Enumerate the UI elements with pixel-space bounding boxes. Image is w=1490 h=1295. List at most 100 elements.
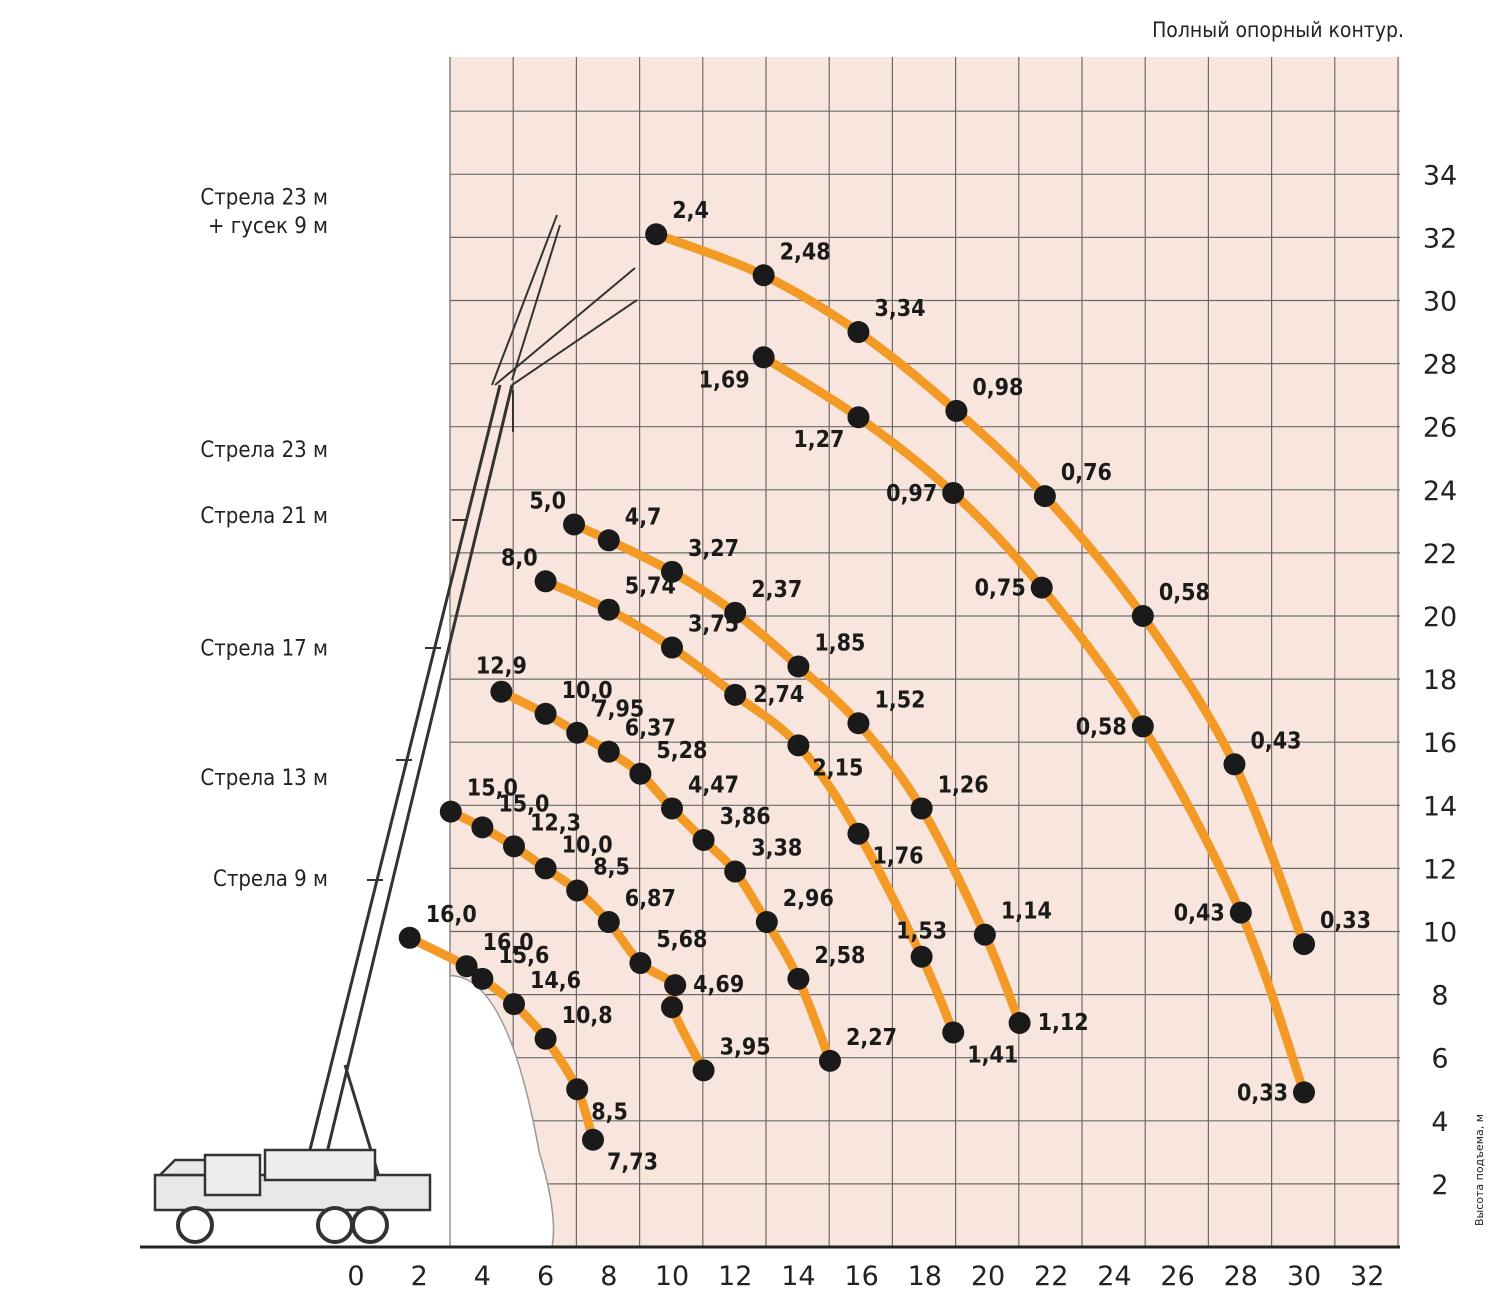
data-point bbox=[787, 967, 810, 990]
series-layer: 2,4 2,48 3,34 0,98 0,76 0,58 0,43 0,33 1,69 1,27 0… bbox=[398, 198, 1371, 1176]
data-label: 15,0 bbox=[467, 776, 518, 802]
truck-wheel bbox=[316, 1206, 354, 1244]
data-point bbox=[1229, 901, 1252, 924]
data-label: 14,6 bbox=[530, 968, 581, 994]
crane-illustration bbox=[153, 214, 638, 1244]
data-point bbox=[910, 797, 933, 820]
data-label: 3,27 bbox=[688, 536, 739, 562]
data-point bbox=[1293, 1081, 1315, 1104]
data-label: 0,43 bbox=[1250, 728, 1301, 754]
y-tick-label: 14 bbox=[1423, 791, 1457, 822]
x-tick-label: 8 bbox=[600, 1261, 617, 1292]
y-tick-label: 28 bbox=[1423, 350, 1457, 381]
data-label: 3,34 bbox=[874, 296, 925, 322]
data-point bbox=[661, 996, 683, 1019]
data-label: 0,33 bbox=[1320, 908, 1371, 934]
chart-note: Полный опорный контур. bbox=[1152, 18, 1404, 42]
data-label: 0,43 bbox=[1174, 901, 1225, 927]
data-point bbox=[1008, 1011, 1031, 1034]
data-point bbox=[534, 702, 557, 725]
x-tick-label: 32 bbox=[1350, 1261, 1384, 1292]
data-label: 5,68 bbox=[656, 927, 707, 953]
data-point bbox=[945, 399, 968, 422]
boom-name: Стрела 21 м bbox=[200, 504, 328, 529]
y-tick-label: 8 bbox=[1431, 981, 1448, 1012]
data-label: 6,37 bbox=[625, 716, 676, 742]
x-tick-label: 16 bbox=[844, 1261, 878, 1292]
data-point bbox=[942, 481, 965, 504]
boom-name: + гусек 9 м bbox=[208, 214, 328, 239]
x-tick-label: 10 bbox=[655, 1261, 689, 1292]
data-point bbox=[942, 1021, 965, 1044]
x-tick-label: 0 bbox=[347, 1261, 364, 1292]
data-label: 7,95 bbox=[593, 697, 644, 723]
data-point bbox=[490, 680, 513, 703]
data-point bbox=[566, 1078, 589, 1101]
data-point bbox=[439, 800, 462, 823]
data-label: 3,38 bbox=[751, 836, 802, 862]
data-label: 1,12 bbox=[1038, 1010, 1089, 1036]
data-point bbox=[661, 797, 683, 820]
data-label: 10,8 bbox=[562, 1003, 613, 1029]
data-label: 0,97 bbox=[886, 481, 937, 507]
data-point bbox=[787, 734, 810, 757]
x-tick-label: 12 bbox=[718, 1261, 752, 1292]
data-label: 0,58 bbox=[1159, 580, 1210, 606]
data-point bbox=[1030, 576, 1053, 599]
x-tick-label: 24 bbox=[1097, 1261, 1131, 1292]
data-point bbox=[455, 955, 478, 978]
x-tick-label: 14 bbox=[781, 1261, 815, 1292]
data-label: 16,0 bbox=[483, 930, 534, 956]
data-label: 7,73 bbox=[607, 1150, 658, 1176]
x-tick-label: 2 bbox=[411, 1261, 428, 1292]
data-label: 2,96 bbox=[783, 886, 834, 912]
data-label: 4,47 bbox=[688, 772, 739, 798]
jib-line bbox=[511, 224, 561, 381]
data-label: 1,53 bbox=[896, 919, 947, 945]
data-label: 1,69 bbox=[699, 367, 750, 393]
data-point bbox=[1223, 753, 1246, 776]
boom-name: Стрела 9 м bbox=[213, 867, 328, 892]
data-label: 4,69 bbox=[693, 972, 744, 998]
y-tick-label: 34 bbox=[1423, 160, 1457, 191]
y-tick-label: 4 bbox=[1431, 1107, 1448, 1138]
y-tick-label: 16 bbox=[1423, 728, 1457, 759]
series-line bbox=[569, 520, 1025, 1028]
data-label: 5,28 bbox=[656, 738, 707, 764]
jib-line bbox=[491, 214, 558, 386]
plot-area bbox=[450, 57, 1400, 1247]
boom-line bbox=[316, 384, 514, 1191]
data-point bbox=[398, 926, 421, 949]
data-point bbox=[1293, 933, 1315, 956]
y-axis-label: Высота подъема, м bbox=[1473, 1114, 1486, 1226]
data-label: 6,87 bbox=[625, 886, 676, 912]
data-label: 1,52 bbox=[874, 687, 925, 713]
boom-name: Стрела 23 м bbox=[200, 185, 328, 210]
data-point bbox=[661, 560, 683, 583]
y-tick-label: 24 bbox=[1423, 476, 1457, 507]
truck-wheel bbox=[176, 1206, 214, 1244]
data-point bbox=[597, 529, 620, 552]
y-tick-label: 32 bbox=[1423, 223, 1457, 254]
x-tick-label: 20 bbox=[971, 1261, 1005, 1292]
data-label: 1,27 bbox=[793, 427, 844, 453]
data-label: 3,95 bbox=[720, 1034, 771, 1060]
y-tick-label: 12 bbox=[1423, 854, 1457, 885]
data-label: 15,0 bbox=[498, 791, 549, 817]
data-label: 2,37 bbox=[751, 577, 802, 603]
data-point bbox=[566, 879, 589, 902]
data-label: 15,6 bbox=[498, 943, 549, 969]
data-point bbox=[645, 223, 668, 246]
data-label: 5,74 bbox=[625, 574, 676, 600]
data-point bbox=[755, 911, 778, 934]
data-point bbox=[563, 513, 586, 536]
y-tick-label: 22 bbox=[1423, 539, 1457, 570]
data-label: 10,0 bbox=[562, 832, 613, 858]
data-point bbox=[1131, 605, 1154, 627]
data-point bbox=[503, 835, 525, 858]
data-point bbox=[629, 762, 652, 785]
truck-cab bbox=[203, 1153, 262, 1197]
data-label: 0,98 bbox=[972, 375, 1023, 401]
data-point bbox=[910, 945, 933, 968]
data-point bbox=[973, 923, 996, 946]
